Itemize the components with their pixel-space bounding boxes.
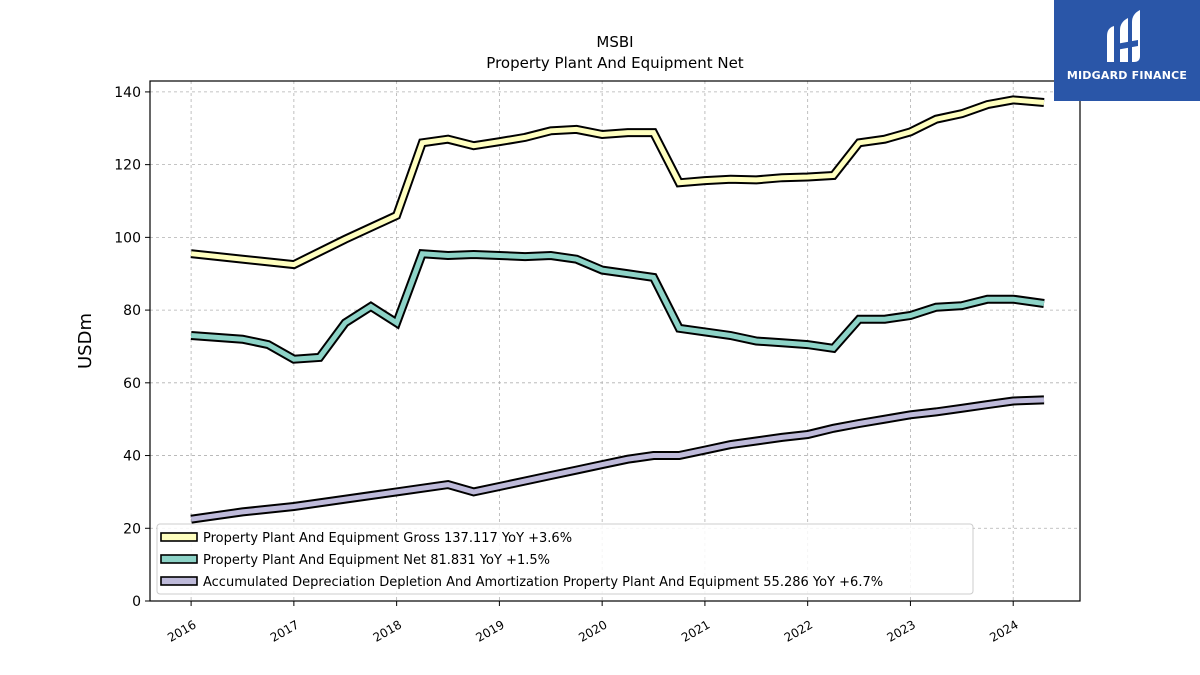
y-tick-label: 140 (114, 85, 141, 101)
x-tick-label: 2016 (165, 617, 198, 644)
logo-mark-icon (1107, 10, 1140, 62)
legend-swatch (160, 532, 198, 542)
series-line (190, 397, 1045, 522)
legend-box (156, 523, 974, 595)
series-layer (190, 95, 1045, 524)
plot-frame (149, 80, 1081, 602)
x-tick-label: 2021 (679, 617, 712, 644)
legend-label: Property Plant And Equipment Gross 137.1… (203, 531, 572, 546)
y-tick-label: 40 (123, 449, 141, 465)
grid-layer (150, 81, 1080, 602)
chart-subtitle: Property Plant And Equipment Net (486, 54, 743, 72)
y-tick-label: 120 (114, 158, 141, 174)
series-line-outline (190, 95, 1045, 270)
y-tick-label: 0 (132, 594, 141, 610)
y-axis-label: USDm (75, 313, 96, 369)
legend-label: Accumulated Depreciation Depletion And A… (203, 575, 883, 590)
logo-text: MIDGARD FINANCE (1066, 69, 1188, 82)
y-tick-label: 60 (123, 376, 141, 392)
brand-logo: MIDGARD FINANCE (1054, 0, 1200, 101)
legend-swatch (160, 576, 198, 586)
x-tick-label: 2022 (782, 617, 815, 644)
x-tick-label: 2020 (576, 617, 609, 644)
series-line (190, 251, 1045, 362)
x-tick-label: 2019 (473, 617, 506, 644)
series-line-outline (190, 248, 1045, 364)
series-line (190, 97, 1045, 268)
x-tick-label: 2023 (884, 617, 917, 644)
legend-label: Property Plant And Equipment Net 81.831 … (203, 553, 550, 568)
x-tick-label: 2024 (987, 617, 1020, 644)
legend-swatch (160, 554, 198, 564)
x-tick-label: 2018 (371, 617, 404, 644)
x-tick-label: 2017 (268, 617, 301, 644)
y-tick-label: 20 (123, 521, 141, 537)
chart-title: MSBI (596, 33, 633, 51)
y-tick-label: 80 (123, 303, 141, 319)
legend: Property Plant And Equipment Gross 137.1… (156, 523, 974, 595)
y-tick-label: 100 (114, 230, 141, 246)
